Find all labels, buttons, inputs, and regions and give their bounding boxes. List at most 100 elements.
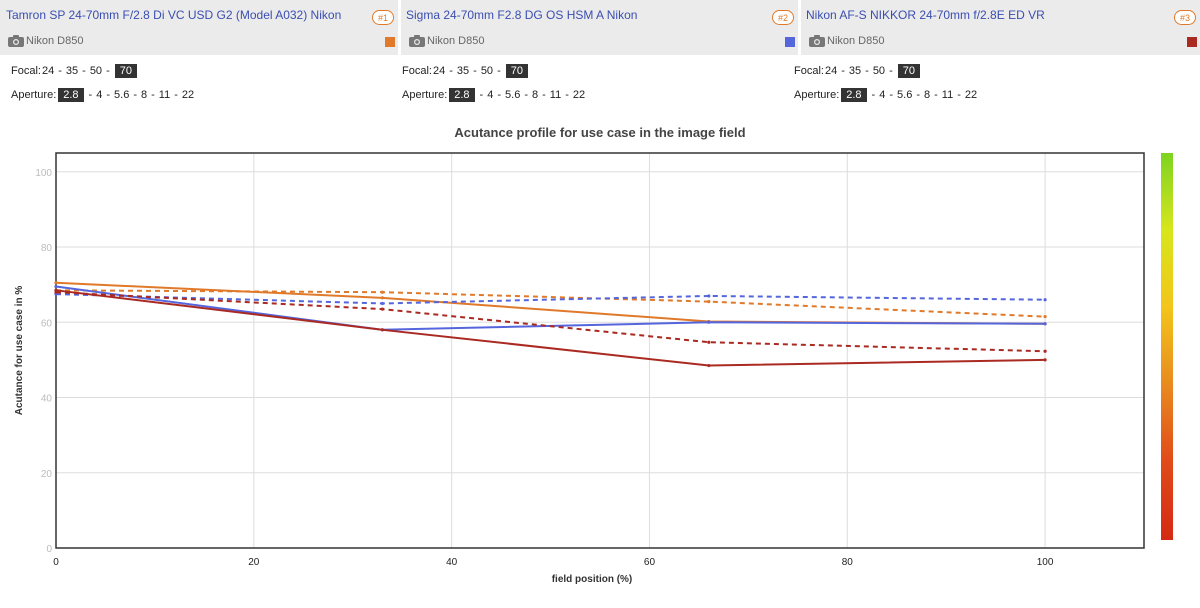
option-separator: - (565, 89, 569, 101)
data-point (1043, 349, 1047, 353)
option-separator: - (871, 89, 876, 101)
lens-name-link[interactable]: Nikon AF-S NIKKOR 24-70mm f/2.8E ED VR (806, 8, 1045, 22)
series-line-lens2-dashed (55, 293, 1046, 305)
aperture-option-2.8[interactable]: 2.8 (58, 88, 84, 102)
focal-option-35[interactable]: 35 (848, 65, 862, 77)
chart-title: Acutance profile for use case in the ima… (454, 125, 745, 140)
option-separator: - (841, 65, 845, 77)
aperture-option-2.8[interactable]: 2.8 (449, 88, 475, 102)
aperture-option-8[interactable]: 8 (140, 89, 148, 101)
aperture-option-11[interactable]: 11 (941, 89, 954, 101)
focal-option-35[interactable]: 35 (456, 65, 470, 77)
aperture-option-22[interactable]: 22 (964, 89, 978, 101)
lens-settings-2: Focal: 24-35-50-70 Aperture: 2.8-4-5.6-8-1… (402, 62, 586, 112)
aperture-option-4[interactable]: 4 (487, 89, 494, 101)
option-separator: - (957, 89, 961, 101)
focal-option-50[interactable]: 50 (480, 65, 494, 77)
data-point (707, 320, 711, 324)
option-separator: - (889, 89, 894, 101)
focal-label: Focal: (402, 65, 432, 77)
option-separator: - (174, 89, 178, 101)
lens-name-link[interactable]: Tamron SP 24-70mm F/2.8 Di VC USD G2 (Mo… (6, 8, 342, 22)
series-line-lens3-solid (55, 289, 1046, 367)
aperture-option-11[interactable]: 11 (549, 89, 562, 101)
lens-settings-3: Focal: 24-35-50-70 Aperture: 2.8-4-5.6-8-1… (794, 62, 978, 112)
data-point (380, 328, 384, 332)
option-separator: - (473, 65, 477, 77)
data-point (1043, 315, 1047, 319)
focal-option-24[interactable]: 24 (432, 65, 446, 77)
y-tick-label: 40 (41, 394, 53, 405)
focal-option-70[interactable]: 70 (114, 64, 137, 78)
camera-info: Nikon D850 (809, 35, 884, 47)
lens-color-swatch (785, 37, 795, 47)
camera-info: Nikon D850 (409, 35, 484, 47)
option-separator: - (151, 89, 155, 101)
y-tick-label: 20 (41, 469, 53, 480)
lens-column-3: Nikon AF-S NIKKOR 24-70mm f/2.8E ED VR #… (801, 0, 1200, 55)
focal-selector: Focal: 24-35-50-70 (11, 62, 195, 80)
aperture-option-11[interactable]: 11 (158, 89, 171, 101)
option-separator: - (449, 65, 453, 77)
data-point (380, 290, 384, 294)
plot-frame (55, 152, 1145, 549)
aperture-selector: Aperture: 2.8-4-5.6-8-11-22 (11, 86, 195, 104)
aperture-label: Aperture: (402, 89, 448, 101)
aperture-option-22[interactable]: 22 (181, 89, 195, 101)
aperture-option-8[interactable]: 8 (531, 89, 539, 101)
data-point (1043, 358, 1047, 362)
lens-header: Tamron SP 24-70mm F/2.8 Di VC USD G2 (Mo… (0, 0, 1200, 56)
lens-badge[interactable]: #3 (1174, 10, 1196, 25)
focal-option-50[interactable]: 50 (89, 65, 103, 77)
data-point (707, 340, 711, 344)
focal-option-70[interactable]: 70 (897, 64, 920, 78)
focal-option-70[interactable]: 70 (505, 64, 528, 78)
aperture-option-22[interactable]: 22 (572, 89, 586, 101)
camera-name: Nikon D850 (827, 35, 885, 47)
aperture-option-5.6[interactable]: 5.6 (505, 89, 521, 101)
camera-icon (8, 35, 24, 47)
aperture-option-5.6[interactable]: 5.6 (897, 89, 913, 101)
focal-option-24[interactable]: 24 (41, 65, 55, 77)
focal-selector: Focal: 24-35-50-70 (794, 62, 978, 80)
lens-badge[interactable]: #1 (372, 10, 394, 25)
x-tick-label: 0 (53, 557, 59, 568)
camera-name: Nikon D850 (26, 35, 84, 47)
data-point (54, 281, 58, 285)
focal-option-50[interactable]: 50 (872, 65, 886, 77)
option-separator: - (497, 89, 502, 101)
aperture-option-8[interactable]: 8 (923, 89, 931, 101)
aperture-option-4[interactable]: 4 (879, 89, 886, 101)
data-point (380, 296, 384, 300)
lens-settings-1: Focal: 24-35-50-70 Aperture: 2.8-4-5.6-8-1… (11, 62, 195, 112)
option-separator: - (889, 65, 893, 77)
camera-name: Nikon D850 (427, 35, 485, 47)
option-separator: - (524, 89, 528, 101)
focal-option-35[interactable]: 35 (65, 65, 79, 77)
y-tick-label: 60 (41, 318, 53, 329)
series-line-lens1-dashed (55, 289, 1046, 318)
focal-option-24[interactable]: 24 (824, 65, 838, 77)
aperture-option-5.6[interactable]: 5.6 (114, 89, 130, 101)
lens-color-swatch (1187, 37, 1197, 47)
aperture-selector: Aperture: 2.8-4-5.6-8-11-22 (402, 86, 586, 104)
aperture-selector: Aperture: 2.8-4-5.6-8-11-22 (794, 86, 978, 104)
x-tick-label: 80 (842, 557, 854, 568)
focal-label: Focal: (11, 65, 41, 77)
camera-icon (409, 35, 425, 47)
lens-badge[interactable]: #2 (772, 10, 794, 25)
aperture-option-4[interactable]: 4 (96, 89, 103, 101)
data-point (707, 363, 711, 368)
option-separator: - (934, 89, 938, 101)
aperture-option-2.8[interactable]: 2.8 (841, 88, 867, 102)
y-tick-label: 0 (46, 544, 52, 555)
option-separator: - (82, 65, 86, 77)
data-point (380, 301, 384, 306)
option-separator: - (58, 65, 62, 77)
data-point (1043, 298, 1047, 302)
lens-name-link[interactable]: Sigma 24-70mm F2.8 DG OS HSM A Nikon (406, 8, 638, 22)
option-separator: - (133, 89, 137, 101)
focal-selector: Focal: 24-35-50-70 (402, 62, 586, 80)
option-separator: - (106, 65, 110, 77)
lens-column-2: Sigma 24-70mm F2.8 DG OS HSM A Nikon #2 … (401, 0, 798, 55)
